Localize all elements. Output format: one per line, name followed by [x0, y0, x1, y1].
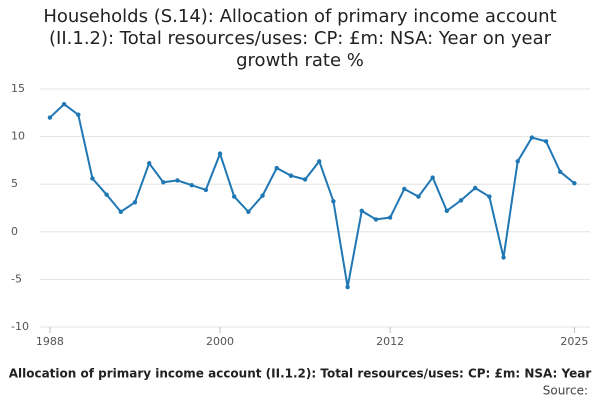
point — [558, 169, 563, 175]
point — [203, 187, 209, 193]
point — [61, 102, 67, 107]
point — [132, 200, 138, 205]
point — [472, 185, 478, 191]
point — [402, 186, 407, 192]
point — [487, 194, 492, 199]
point — [515, 159, 520, 164]
point — [260, 193, 265, 198]
point — [118, 209, 123, 215]
point — [217, 151, 223, 156]
point — [232, 194, 237, 199]
footer: Allocation of primary income account (II… — [9, 367, 592, 381]
point — [501, 255, 506, 260]
y-tick-label: 0 — [11, 225, 18, 238]
point — [416, 194, 421, 199]
point — [529, 135, 535, 140]
point — [175, 178, 180, 183]
x-tick-label: 2000 — [206, 335, 234, 348]
point — [572, 181, 577, 186]
y-tick-label: 15 — [11, 82, 25, 95]
y-tick-label: 5 — [11, 177, 18, 190]
point — [458, 198, 464, 203]
point — [146, 161, 152, 166]
point — [274, 165, 279, 171]
x-tick-label: 2025 — [560, 335, 588, 348]
point — [76, 112, 81, 117]
point — [331, 199, 336, 204]
point — [543, 139, 549, 144]
point — [302, 177, 308, 182]
y-tick-label: -5 — [11, 272, 22, 285]
point — [317, 159, 322, 164]
point — [387, 215, 393, 220]
point — [104, 192, 109, 197]
source: Source: — [543, 384, 588, 398]
point — [90, 176, 95, 181]
chart-title: Households (S.14): Allocation of primary… — [43, 6, 557, 71]
point — [246, 209, 251, 215]
line — [49, 102, 576, 288]
point — [288, 173, 294, 178]
point — [47, 115, 53, 120]
y-tick-label: -10 — [11, 320, 29, 333]
x-tick-label: 1988 — [36, 335, 64, 348]
point — [161, 180, 166, 185]
x-tick-label: 2012 — [376, 335, 404, 348]
point — [430, 175, 435, 180]
point — [373, 217, 379, 222]
point — [444, 208, 450, 214]
y-tick-label: 10 — [11, 130, 25, 143]
point — [345, 284, 350, 290]
point — [189, 182, 194, 188]
point — [359, 208, 364, 214]
